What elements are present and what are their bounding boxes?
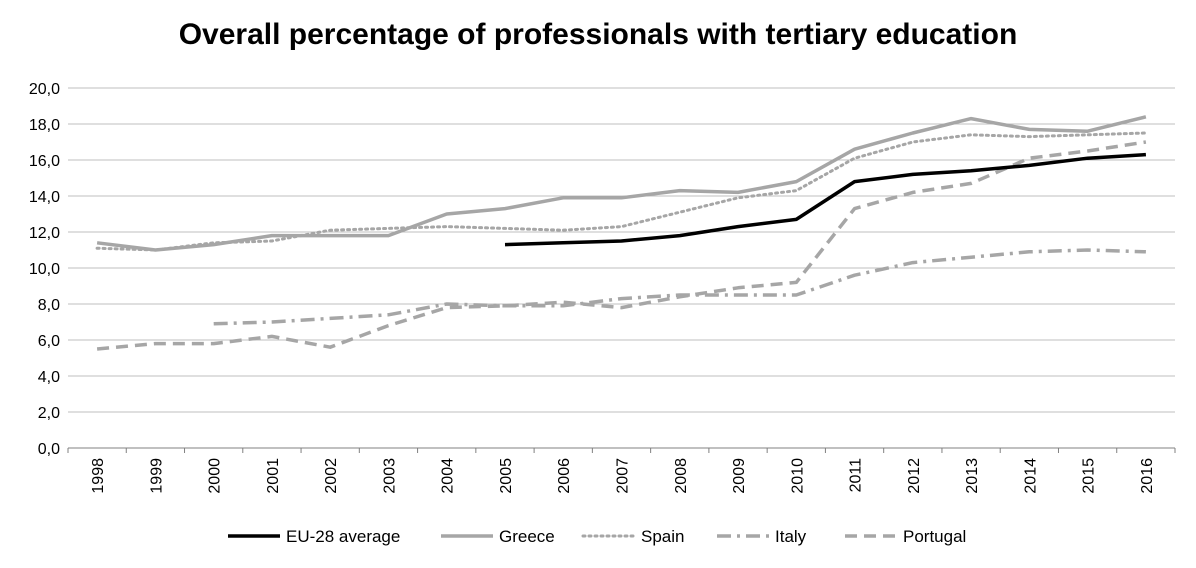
y-tick-label: 14,0 [29, 189, 60, 206]
series-line-greece [96, 115, 1147, 252]
y-tick-label: 10,0 [29, 261, 60, 278]
y-tick-label: 2,0 [38, 405, 60, 422]
chart-title: Overall percentage of professionals with… [178, 18, 1018, 51]
x-tick-label: 2007 [615, 458, 632, 494]
x-tick-label: 2011 [848, 458, 865, 493]
x-tick-label: 2006 [556, 458, 573, 494]
y-tick-label: 8,0 [38, 297, 60, 314]
y-tick-label: 20,0 [29, 81, 60, 98]
x-tick-label: 1999 [148, 458, 165, 494]
y-tick-label: 16,0 [29, 153, 60, 170]
legend-label: Greece [499, 527, 555, 546]
x-tick-label: 2000 [207, 458, 224, 494]
y-axis-ticks: 0,0 2,0 4,0 6,0 8,0 10,0 12,0 14,0 16,0 18,0 20,0 [29, 81, 60, 458]
x-tick-label: 2003 [381, 458, 398, 494]
x-tick-label: 2009 [731, 458, 748, 494]
x-tick-label: 2012 [906, 458, 923, 494]
x-axis-ticks: 1998 1999 2000 2001 2002 2003 2004 2005 2006 2007… [67, 448, 1176, 494]
y-tick-label: 12,0 [29, 225, 60, 242]
series-lines [95, 115, 1148, 351]
x-tick-label: 2005 [498, 458, 515, 494]
legend-label: Spain [641, 527, 684, 546]
x-tick-label: 2010 [789, 458, 806, 494]
x-tick-label: 1998 [90, 458, 107, 494]
gridlines [68, 87, 1175, 449]
y-tick-label: 18,0 [29, 117, 60, 134]
series-line-portugal [96, 140, 1147, 351]
legend: EU-28 average Greece Spain Italy Portugal [228, 527, 966, 546]
x-tick-label: 2002 [323, 458, 340, 494]
legend-label: Italy [775, 527, 807, 546]
legend-label: Portugal [903, 527, 966, 546]
legend-label: EU-28 average [286, 527, 400, 546]
series-line-eu-28-average [504, 152, 1147, 247]
x-tick-label: 2013 [964, 458, 981, 494]
series-line-italy [213, 248, 1146, 326]
y-tick-label: 4,0 [38, 369, 60, 386]
x-tick-label: 2004 [440, 458, 457, 494]
x-tick-label: 2008 [673, 458, 690, 494]
x-tick-label: 2014 [1022, 458, 1039, 494]
x-tick-label: 2015 [1081, 458, 1098, 494]
y-tick-label: 6,0 [38, 333, 60, 350]
y-tick-label: 0,0 [38, 441, 60, 458]
series-line-spain [95, 131, 1148, 252]
x-tick-label: 2016 [1139, 458, 1156, 494]
x-tick-label: 2001 [265, 458, 282, 494]
